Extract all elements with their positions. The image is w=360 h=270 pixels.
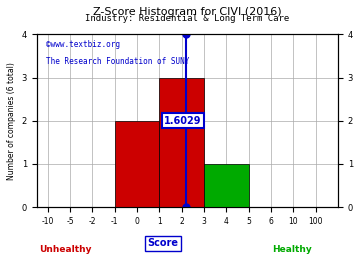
Text: Healthy: Healthy <box>272 245 311 254</box>
Text: The Research Foundation of SUNY: The Research Foundation of SUNY <box>46 57 189 66</box>
Text: ©www.textbiz.org: ©www.textbiz.org <box>46 40 120 49</box>
Text: Unhealthy: Unhealthy <box>40 245 92 254</box>
Y-axis label: Number of companies (6 total): Number of companies (6 total) <box>7 62 16 180</box>
Title: Z-Score Histogram for CIVI (2016): Z-Score Histogram for CIVI (2016) <box>93 7 282 17</box>
Bar <box>115 121 159 207</box>
Bar <box>159 77 204 207</box>
Text: Industry: Residential & Long Term Care: Industry: Residential & Long Term Care <box>85 14 289 23</box>
Bar <box>204 164 249 207</box>
Text: Score: Score <box>148 238 179 248</box>
Text: 1.6029: 1.6029 <box>164 116 202 126</box>
